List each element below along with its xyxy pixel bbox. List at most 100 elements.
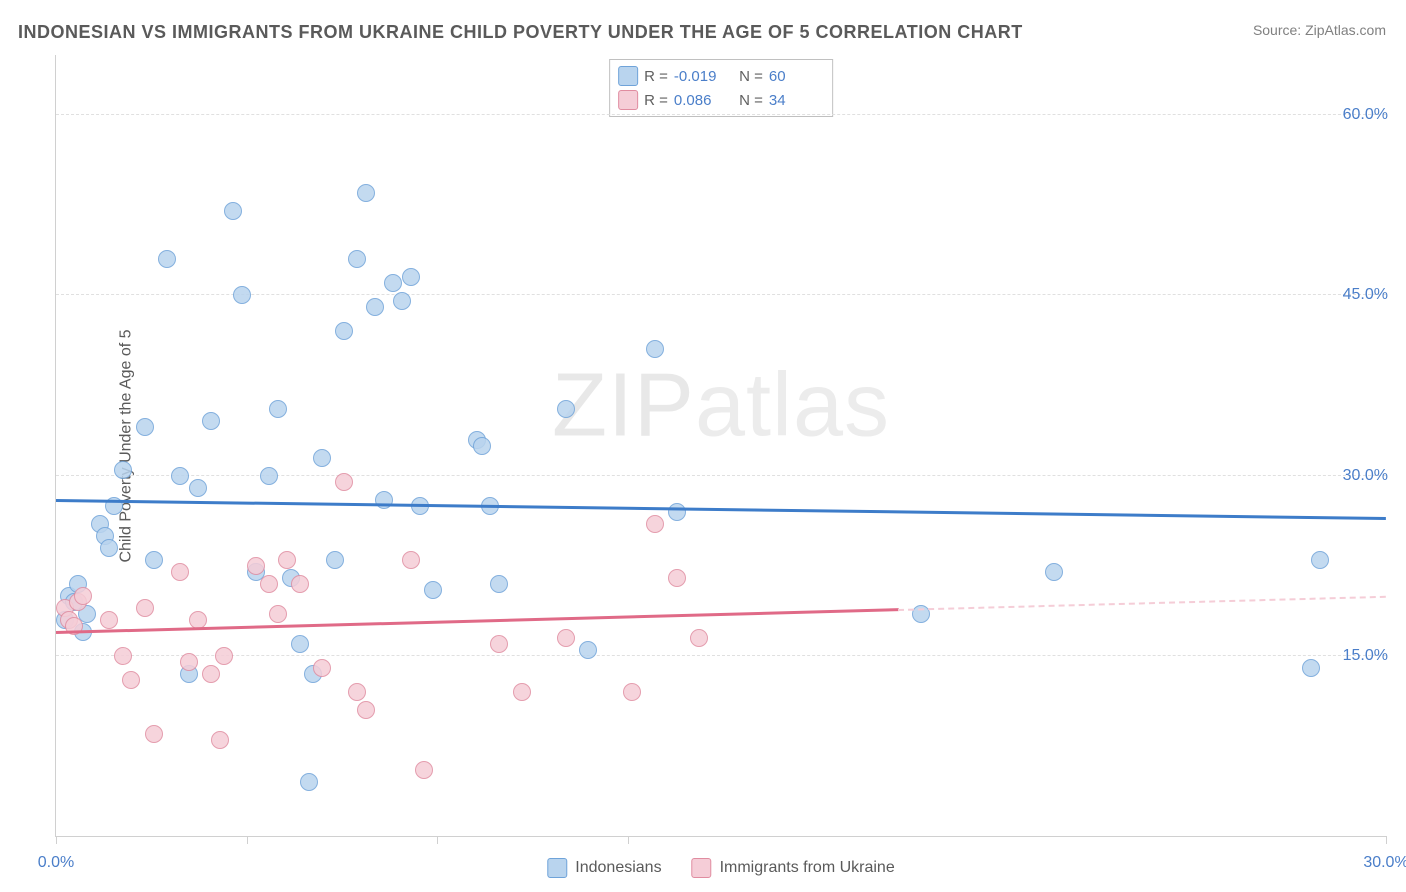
legend-item: Indonesians bbox=[547, 858, 661, 878]
data-point bbox=[335, 322, 353, 340]
stat-label: N = bbox=[735, 92, 763, 109]
data-point bbox=[291, 575, 309, 593]
data-point bbox=[668, 569, 686, 587]
data-point bbox=[326, 551, 344, 569]
x-tick bbox=[628, 836, 629, 844]
grid-line bbox=[56, 475, 1386, 476]
data-point bbox=[348, 683, 366, 701]
source-attribution: Source: ZipAtlas.com bbox=[1253, 22, 1386, 38]
watermark: ZIPatlas bbox=[552, 355, 890, 458]
data-point bbox=[366, 298, 384, 316]
data-point bbox=[335, 473, 353, 491]
data-point bbox=[313, 449, 331, 467]
data-point bbox=[646, 340, 664, 358]
data-point bbox=[145, 725, 163, 743]
data-point bbox=[224, 202, 242, 220]
data-point bbox=[623, 683, 641, 701]
legend-swatch bbox=[547, 858, 567, 878]
data-point bbox=[269, 400, 287, 418]
data-point bbox=[278, 551, 296, 569]
data-point bbox=[136, 599, 154, 617]
grid-line bbox=[56, 114, 1386, 115]
trend-line-extrapolated bbox=[898, 596, 1386, 611]
stat-r-value: -0.019 bbox=[674, 68, 729, 85]
data-point bbox=[402, 551, 420, 569]
data-point bbox=[145, 551, 163, 569]
data-point bbox=[100, 611, 118, 629]
stat-label: N = bbox=[735, 68, 763, 85]
data-point bbox=[122, 671, 140, 689]
grid-line bbox=[56, 294, 1386, 295]
data-point bbox=[114, 647, 132, 665]
x-tick-label: 0.0% bbox=[38, 854, 74, 872]
legend-label: Indonesians bbox=[575, 859, 661, 877]
legend-item: Immigrants from Ukraine bbox=[692, 858, 895, 878]
data-point bbox=[1302, 659, 1320, 677]
data-point bbox=[180, 653, 198, 671]
data-point bbox=[490, 635, 508, 653]
stat-label: R = bbox=[644, 68, 668, 85]
data-point bbox=[202, 412, 220, 430]
data-point bbox=[557, 629, 575, 647]
legend-swatch bbox=[618, 90, 638, 110]
data-point bbox=[668, 503, 686, 521]
stat-n-value: 60 bbox=[769, 68, 824, 85]
data-point bbox=[269, 605, 287, 623]
data-point bbox=[215, 647, 233, 665]
data-point bbox=[171, 467, 189, 485]
data-point bbox=[260, 575, 278, 593]
data-point bbox=[171, 563, 189, 581]
data-point bbox=[402, 268, 420, 286]
trend-line bbox=[56, 608, 898, 634]
data-point bbox=[490, 575, 508, 593]
data-point bbox=[557, 400, 575, 418]
data-point bbox=[114, 461, 132, 479]
y-tick-label: 30.0% bbox=[1343, 467, 1388, 485]
data-point bbox=[136, 418, 154, 436]
stats-row: R = -0.019 N = 60 bbox=[618, 64, 824, 88]
data-point bbox=[690, 629, 708, 647]
x-tick-label: 30.0% bbox=[1363, 854, 1406, 872]
data-point bbox=[1311, 551, 1329, 569]
legend-swatch bbox=[618, 66, 638, 86]
legend-swatch bbox=[692, 858, 712, 878]
data-point bbox=[393, 292, 411, 310]
x-tick bbox=[247, 836, 248, 844]
y-tick-label: 45.0% bbox=[1343, 286, 1388, 304]
correlation-stats-legend: R = -0.019 N = 60 R = 0.086 N = 34 bbox=[609, 59, 833, 117]
data-point bbox=[357, 184, 375, 202]
chart-title: INDONESIAN VS IMMIGRANTS FROM UKRAINE CH… bbox=[18, 22, 1023, 43]
y-tick-label: 15.0% bbox=[1343, 647, 1388, 665]
x-tick bbox=[56, 836, 57, 844]
data-point bbox=[158, 250, 176, 268]
data-point bbox=[646, 515, 664, 533]
chart-container: INDONESIAN VS IMMIGRANTS FROM UKRAINE CH… bbox=[0, 0, 1406, 892]
data-point bbox=[424, 581, 442, 599]
x-tick bbox=[437, 836, 438, 844]
data-point bbox=[513, 683, 531, 701]
data-point bbox=[291, 635, 309, 653]
data-point bbox=[1045, 563, 1063, 581]
x-tick bbox=[1386, 836, 1387, 844]
data-point bbox=[189, 479, 207, 497]
data-point bbox=[473, 437, 491, 455]
data-point bbox=[415, 761, 433, 779]
data-point bbox=[357, 701, 375, 719]
y-tick-label: 60.0% bbox=[1343, 106, 1388, 124]
legend-label: Immigrants from Ukraine bbox=[720, 859, 895, 877]
stat-n-value: 34 bbox=[769, 92, 824, 109]
stats-row: R = 0.086 N = 34 bbox=[618, 88, 824, 112]
data-point bbox=[74, 587, 92, 605]
stat-label: R = bbox=[644, 92, 668, 109]
data-point bbox=[211, 731, 229, 749]
data-point bbox=[313, 659, 331, 677]
trend-line bbox=[56, 499, 1386, 520]
scatter-plot-area: ZIPatlas R = -0.019 N = 60 R = 0.086 N =… bbox=[55, 55, 1386, 837]
data-point bbox=[384, 274, 402, 292]
grid-line bbox=[56, 655, 1386, 656]
data-point bbox=[348, 250, 366, 268]
data-point bbox=[233, 286, 251, 304]
data-point bbox=[300, 773, 318, 791]
data-point bbox=[579, 641, 597, 659]
stat-r-value: 0.086 bbox=[674, 92, 729, 109]
